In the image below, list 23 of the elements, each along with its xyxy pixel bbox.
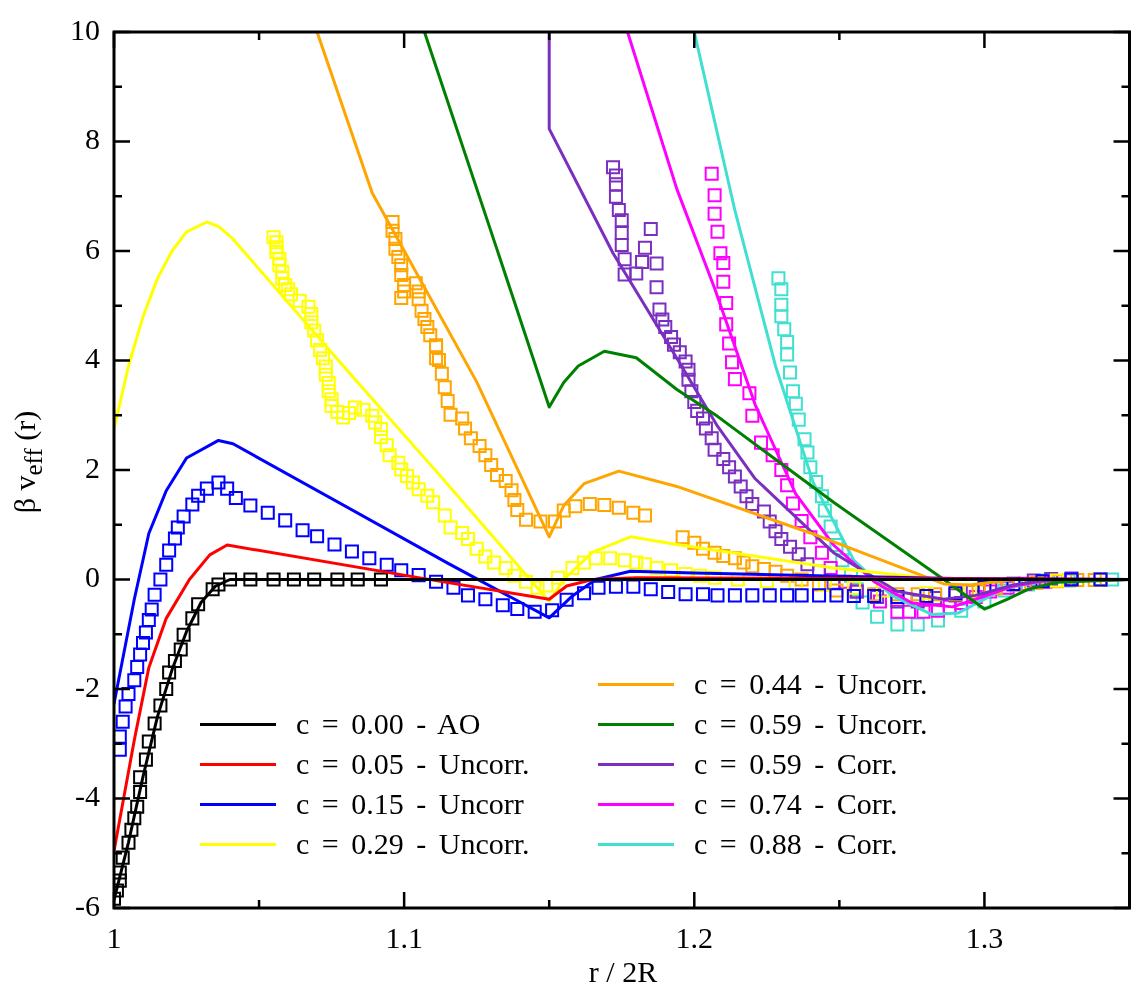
x-tick-label: 1.3 (965, 920, 1004, 954)
legend-label: c = 0.74 - Corr. (694, 786, 898, 822)
legend-label: c = 0.59 - Corr. (694, 746, 898, 782)
x-tick-label: 1.2 (675, 920, 714, 954)
x-tick-label: 1.1 (385, 920, 423, 954)
legend-label: c = 0.44 - Uncorr. (694, 666, 928, 702)
x-axis-title: r / 2R (588, 955, 658, 989)
y-tick-label: 4 (85, 341, 100, 375)
legend-label: c = 0.88 - Corr. (694, 826, 898, 862)
legend-label: c = 0.59 - Uncorr. (694, 706, 928, 742)
legend-label: c = 0.29 - Uncorr. (296, 826, 530, 862)
y-tick-label: 2 (85, 450, 100, 484)
y-tick-label: 8 (85, 122, 100, 156)
legend-label: c = 0.00 - AO (296, 706, 481, 742)
x-tick-label: 1 (106, 920, 122, 954)
legend-label: c = 0.05 - Uncorr. (296, 746, 530, 782)
y-tick-label: 0 (85, 560, 100, 594)
legend-label: c = 0.15 - Uncorr (296, 786, 524, 822)
y-tick-label: 6 (85, 231, 100, 265)
y-tick-label: -6 (75, 888, 100, 922)
y-tick-label: -2 (75, 669, 100, 703)
y-tick-label: 10 (70, 12, 100, 46)
y-tick-label: -4 (75, 779, 100, 813)
